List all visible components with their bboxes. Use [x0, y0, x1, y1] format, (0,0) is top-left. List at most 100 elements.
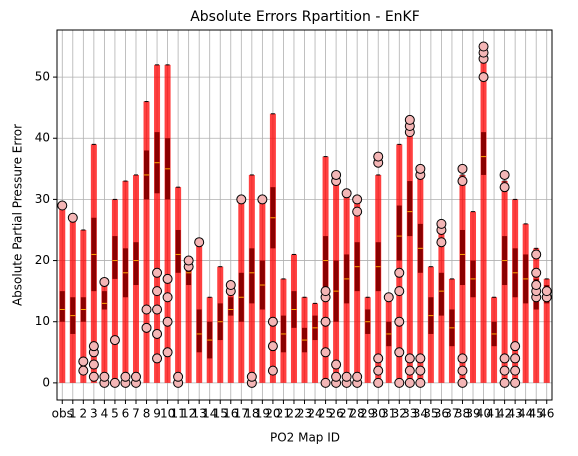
box: [112, 236, 118, 279]
outlier: [352, 371, 363, 382]
box: [459, 229, 465, 286]
outlier: [331, 359, 342, 370]
box: [186, 266, 192, 286]
x-tick-label: 6: [122, 407, 130, 421]
outlier: [341, 188, 352, 199]
outlier: [99, 276, 110, 287]
box: [59, 291, 65, 322]
outlier: [499, 182, 510, 193]
outlier: [109, 377, 120, 388]
outlier: [457, 176, 468, 187]
chart-title: Absolute Errors Rpartition - EnKF: [190, 9, 420, 25]
x-tick-label: 1: [69, 407, 77, 421]
outlier: [499, 353, 510, 364]
outlier: [162, 347, 173, 358]
outlier: [162, 273, 173, 284]
outlier: [394, 377, 405, 388]
outlier: [141, 322, 152, 333]
x-tick-label: 36: [434, 407, 449, 421]
outlier: [267, 365, 278, 376]
outlier: [320, 286, 331, 297]
box: [175, 229, 181, 273]
x-tick-label: 33: [402, 407, 417, 421]
x-tick-label: 25: [318, 407, 333, 421]
outlier: [320, 377, 331, 388]
outlier: [415, 163, 426, 174]
x-tick-label: 30: [371, 407, 386, 421]
outlier: [373, 353, 384, 364]
outlier: [152, 353, 163, 364]
outlier: [225, 280, 236, 291]
x-tick-label: 39: [465, 407, 480, 421]
outlier: [541, 286, 552, 297]
outlier: [78, 356, 89, 367]
outlier: [152, 286, 163, 297]
outlier: [457, 377, 468, 388]
outlier: [404, 114, 415, 125]
x-tick-label: 24: [307, 407, 322, 421]
outlier: [152, 304, 163, 315]
outlier: [404, 353, 415, 364]
outlier: [457, 365, 468, 376]
outlier: [99, 371, 110, 382]
x-tick-label: 41: [486, 407, 501, 421]
box: [228, 297, 234, 316]
outlier: [415, 365, 426, 376]
outlier: [183, 255, 194, 266]
box: [438, 272, 444, 316]
outlier: [531, 249, 542, 260]
x-tick-label: 10: [160, 407, 175, 421]
x-tick-label: 15: [213, 407, 228, 421]
box: [196, 309, 202, 353]
x-tick-label: 34: [413, 407, 428, 421]
outlier: [267, 316, 278, 327]
outlier: [88, 341, 99, 352]
outlier: [141, 304, 152, 315]
y-tick-label: 30: [35, 192, 50, 206]
box: [396, 205, 402, 261]
outlier: [510, 377, 521, 388]
outlier: [373, 377, 384, 388]
outlier: [373, 151, 384, 162]
x-tick-label: 8: [143, 407, 151, 421]
outlier: [478, 41, 489, 52]
x-tick-label: 27: [339, 407, 354, 421]
outlier: [130, 371, 141, 382]
outlier: [510, 365, 521, 376]
outlier: [436, 237, 447, 248]
outlier: [404, 377, 415, 388]
box: [133, 242, 139, 286]
outlier: [236, 194, 247, 205]
outlier: [394, 286, 405, 297]
x-tick-label: 22: [286, 407, 301, 421]
x-tick-label: 31: [381, 407, 396, 421]
outlier: [352, 194, 363, 205]
x-tick-label: 11: [170, 407, 185, 421]
y-axis-label: Absolute Partial Pressure Error: [11, 124, 25, 306]
outlier: [67, 212, 78, 223]
outlier: [57, 200, 68, 211]
x-tick-label: 20: [265, 407, 280, 421]
outlier: [436, 218, 447, 229]
x-tick-label: 42: [497, 407, 512, 421]
outlier: [352, 206, 363, 217]
x-tick-label: 16: [223, 407, 238, 421]
x-tick-label: 13: [192, 407, 207, 421]
outlier: [394, 267, 405, 278]
outlier: [88, 359, 99, 370]
outlier: [320, 316, 331, 327]
box: [481, 132, 487, 175]
y-tick-label: 20: [35, 253, 50, 267]
x-tick-label: 7: [132, 407, 140, 421]
y-tick-label: 50: [35, 70, 50, 84]
outlier: [499, 377, 510, 388]
x-tick-label: 23: [297, 407, 312, 421]
x-tick-label: 12: [181, 407, 196, 421]
outlier: [152, 328, 163, 339]
outlier: [415, 353, 426, 364]
x-tick-label: 9: [153, 407, 161, 421]
x-tick-label: 38: [455, 407, 470, 421]
outlier: [246, 371, 257, 382]
x-tick-label: 19: [255, 407, 270, 421]
outlier: [404, 365, 415, 376]
